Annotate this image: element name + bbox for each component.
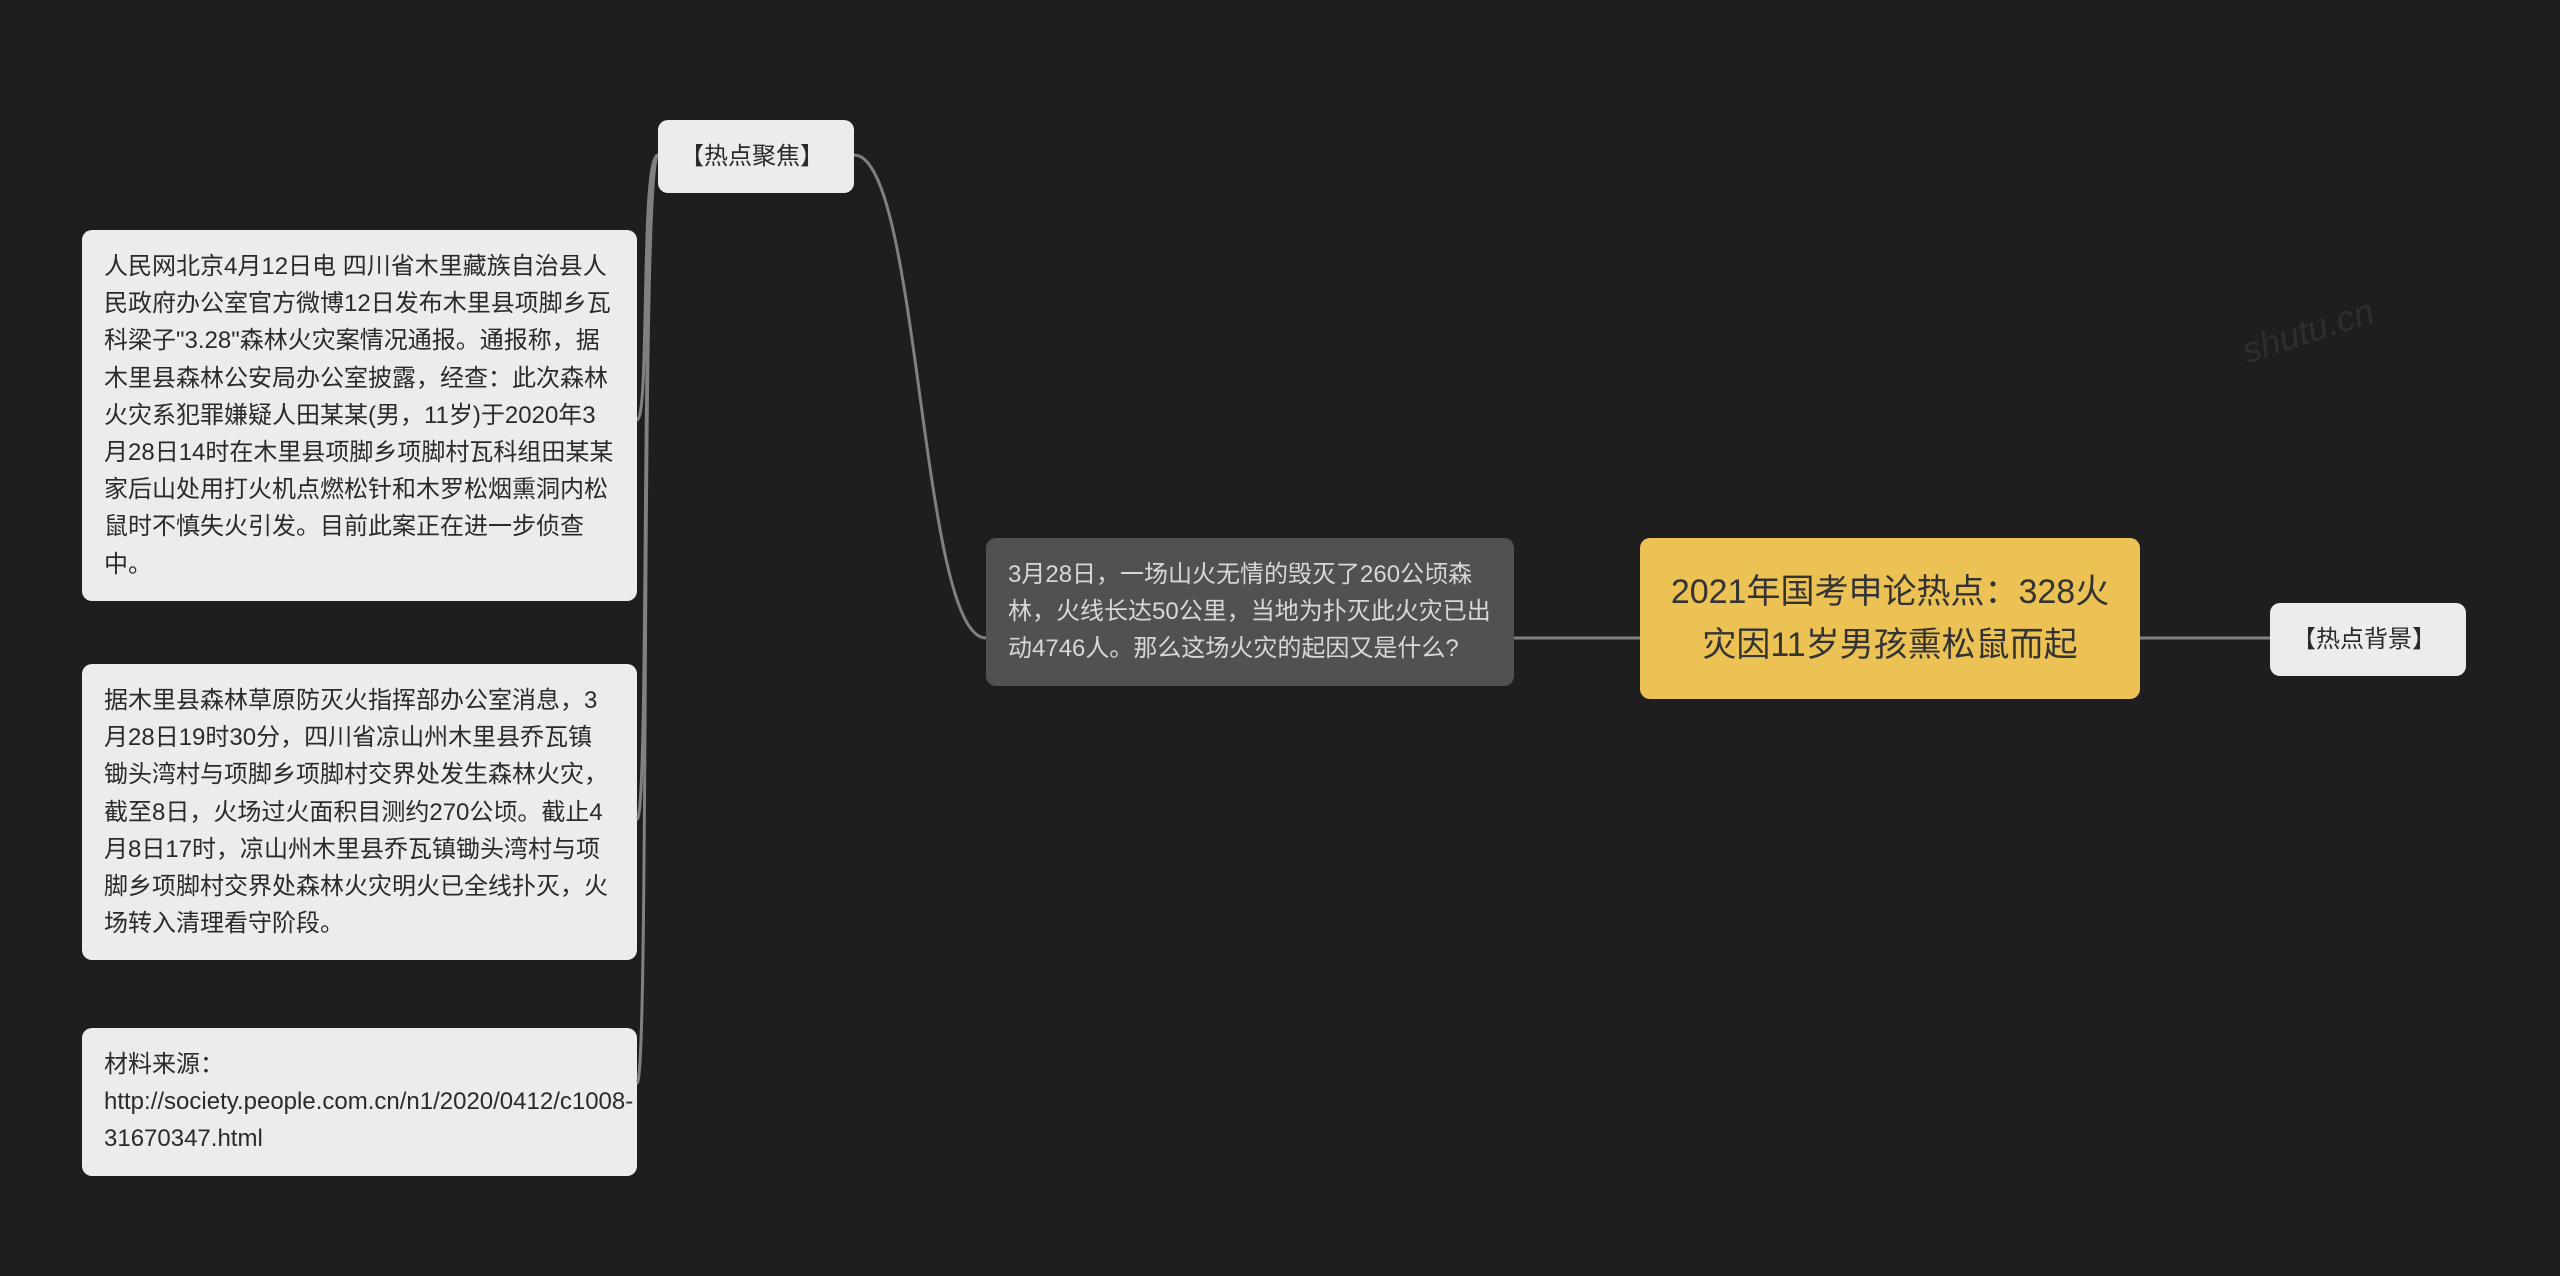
- watermark-right: shutu.cn: [2237, 290, 2379, 372]
- focus-header-node: 【热点聚焦】: [658, 120, 854, 193]
- detail-node-1: 人民网北京4月12日电 四川省木里藏族自治县人民政府办公室官方微博12日发布木里…: [82, 230, 637, 601]
- root-node: 2021年国考申论热点：328火灾因11岁男孩熏松鼠而起: [1640, 538, 2140, 699]
- detail-node-2: 据木里县森林草原防灭火指挥部办公室消息，3月28日19时30分，四川省凉山州木里…: [82, 664, 637, 960]
- left-summary-node: 3月28日，一场山火无情的毁灭了260公顷森林，火线长达50公里，当地为扑灭此火…: [986, 538, 1514, 686]
- right-branch-label: 【热点背景】: [2270, 603, 2466, 676]
- detail-node-3: 材料来源：http://society.people.com.cn/n1/202…: [82, 1028, 637, 1176]
